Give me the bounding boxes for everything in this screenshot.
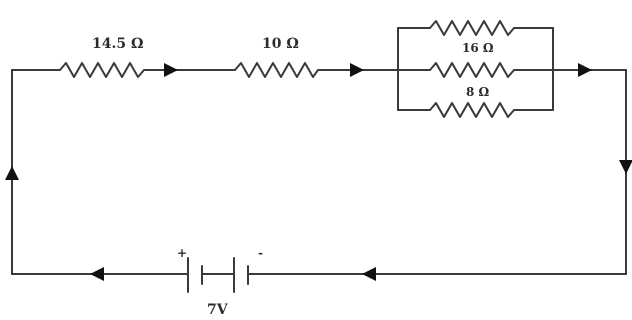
- battery-plus-sign: +: [177, 246, 187, 260]
- current-arrow-after-r2: [350, 63, 364, 77]
- current-arrow-left-side: [5, 166, 19, 180]
- resistor-parallel-top: [429, 20, 520, 36]
- resistor-10: [234, 62, 320, 78]
- resistor-10-label: 10 Ω: [262, 36, 299, 52]
- battery-minus-sign: -: [258, 246, 263, 260]
- current-arrow-after-r1: [164, 63, 178, 77]
- current-arrow-bottom-left: [90, 267, 104, 281]
- current-arrow-right-side: [619, 160, 632, 174]
- resistor-14-5: [59, 62, 150, 78]
- battery-voltage-label: 7V: [207, 302, 229, 318]
- resistor-14-5-label: 14.5 Ω: [92, 36, 143, 52]
- current-arrow-after-parallel: [578, 63, 592, 77]
- resistor-8: [429, 102, 520, 118]
- resistor-16: [429, 62, 520, 78]
- resistor-16-label: 16 Ω: [462, 41, 494, 55]
- current-arrow-bottom-right: [362, 267, 376, 281]
- battery: [187, 257, 263, 293]
- resistor-8-label: 8 Ω: [466, 85, 490, 99]
